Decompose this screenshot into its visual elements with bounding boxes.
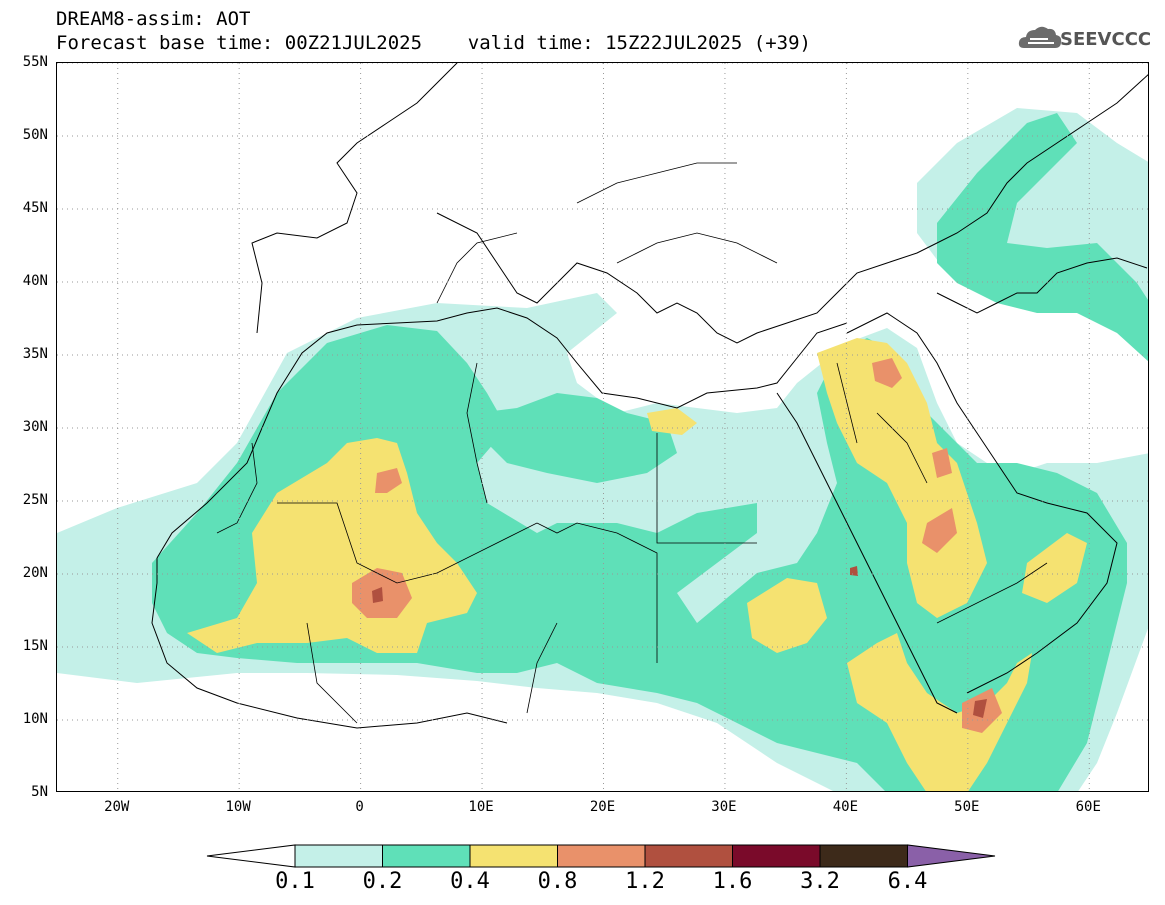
aot-band-0.8: [922, 508, 957, 553]
aot-band-0.4: [847, 633, 1032, 791]
aot-band-0.4: [1022, 533, 1087, 603]
borders: [216, 162, 1048, 724]
forecast-time-line: Forecast base time: 00Z21JUL2025 valid t…: [56, 32, 811, 54]
aot-contours: [57, 108, 1148, 791]
longitude-label: 50E: [954, 799, 980, 815]
longitude-label: 30E: [711, 799, 737, 815]
logo-text: SEEVCCC: [1060, 29, 1152, 50]
colorbar-label: 0.8: [537, 869, 578, 894]
aot-band-0.2: [477, 393, 677, 483]
colorbar-swatch: [819, 844, 908, 868]
latitude-label: 40N: [22, 273, 48, 289]
latitude-label: 25N: [22, 492, 48, 508]
latitude-label: 55N: [22, 54, 48, 70]
coastlines: [151, 63, 1148, 729]
longitude-label: 10W: [225, 799, 251, 815]
latitude-label: 10N: [22, 711, 48, 727]
latitude-label: 30N: [22, 419, 48, 435]
graticule: [57, 63, 1148, 791]
map-title: DREAM8-assim: AOT: [56, 8, 251, 30]
aot-band-0.8: [932, 448, 952, 478]
latitude-label: 45N: [22, 200, 48, 216]
aot-band-1.2: [973, 699, 987, 718]
aot-band-0.8: [375, 468, 402, 493]
aot-band-0.4: [817, 338, 987, 618]
colorbar-label: 1.6: [712, 869, 753, 894]
latitude-label: 5N: [31, 784, 48, 800]
latitude-label: 50N: [22, 127, 48, 143]
longitude-label: 10E: [468, 799, 494, 815]
colorbar-label: 3.2: [800, 869, 840, 894]
colorbar-over-arrow: [907, 844, 996, 868]
colorbar-label: 0.2: [362, 869, 403, 894]
longitude-label: 60E: [1075, 799, 1101, 815]
colorbar-label: 0.4: [450, 869, 490, 894]
aot-band-0.4: [747, 578, 827, 653]
colorbar-swatch: [732, 844, 821, 868]
colorbar-swatch: [294, 844, 383, 868]
cloud-logo-icon: [1018, 26, 1062, 48]
aot-band-0.4: [647, 408, 697, 435]
longitude-label: 20E: [589, 799, 616, 815]
colorbar-swatch: [382, 844, 471, 868]
latitude-label: 20N: [22, 565, 48, 581]
colorbar-swatch: [469, 844, 558, 868]
colorbar-label: 1.2: [625, 869, 665, 894]
colorbar-swatch: [644, 844, 733, 868]
colorbar-swatch: [557, 844, 646, 868]
colorbar-under-arrow: [206, 844, 296, 868]
latitude-label: 35N: [22, 346, 48, 362]
latitude-label: 15N: [22, 638, 48, 654]
longitude-label: 0: [355, 799, 364, 815]
colorbar-label: 0.1: [275, 869, 315, 894]
map-panel: [56, 62, 1149, 792]
aot-band-1.2: [372, 587, 383, 603]
aot-map: [57, 63, 1148, 791]
colorbar-label: 6.4: [887, 869, 928, 894]
longitude-label: 20W: [104, 799, 130, 815]
aot-band-0.8: [872, 358, 902, 388]
aot-band-0.2: [937, 113, 1148, 362]
longitude-label: 40E: [832, 799, 859, 815]
